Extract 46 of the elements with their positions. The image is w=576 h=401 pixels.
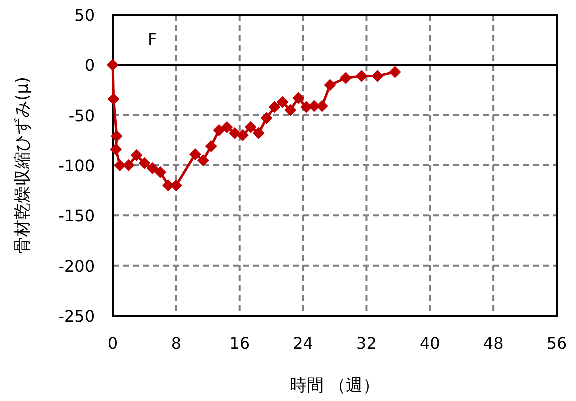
point [356,70,368,82]
x-tick-label: 32 [356,334,377,353]
point [107,59,119,72]
point [389,66,402,78]
point [372,70,384,82]
point [213,124,226,136]
point [268,101,281,114]
y-tick-label: -100 [58,156,95,176]
point [130,149,143,162]
point [276,96,289,108]
point [189,148,202,160]
point [108,93,120,106]
y-tick-label: 0 [84,56,95,76]
x-tick-label: 40 [420,334,440,353]
point [324,79,336,92]
annotation: F [148,30,158,49]
point [221,121,234,134]
x-tick-label: 8 [171,334,182,353]
point [154,166,167,179]
point [197,154,210,166]
x-axis-title: 時間 （週） [290,376,380,396]
point [292,92,305,104]
x-tick-label: 24 [293,334,314,353]
point [244,121,257,134]
point [205,140,218,152]
x-tick-label: 0 [108,334,118,353]
point [260,112,273,124]
y-tick-label: -200 [58,256,95,276]
point [110,130,123,142]
y-tick-label: -250 [58,307,95,326]
point [229,127,242,140]
point [146,162,159,175]
point [138,157,151,170]
x-tick-label: 48 [483,334,504,353]
point [300,101,312,114]
y-tick-label: 50 [74,6,95,25]
y-tick-label: -150 [58,206,95,226]
y-tick-label: -50 [68,106,95,126]
point [284,104,297,116]
point [252,127,265,140]
y-axis-title: 骨材乾燥収縮ひずみ(μ) [13,76,33,254]
point [237,129,250,142]
point [340,72,352,84]
x-tick-label: 16 [230,334,250,353]
point [110,143,122,156]
x-tick-label: 56 [546,334,568,353]
